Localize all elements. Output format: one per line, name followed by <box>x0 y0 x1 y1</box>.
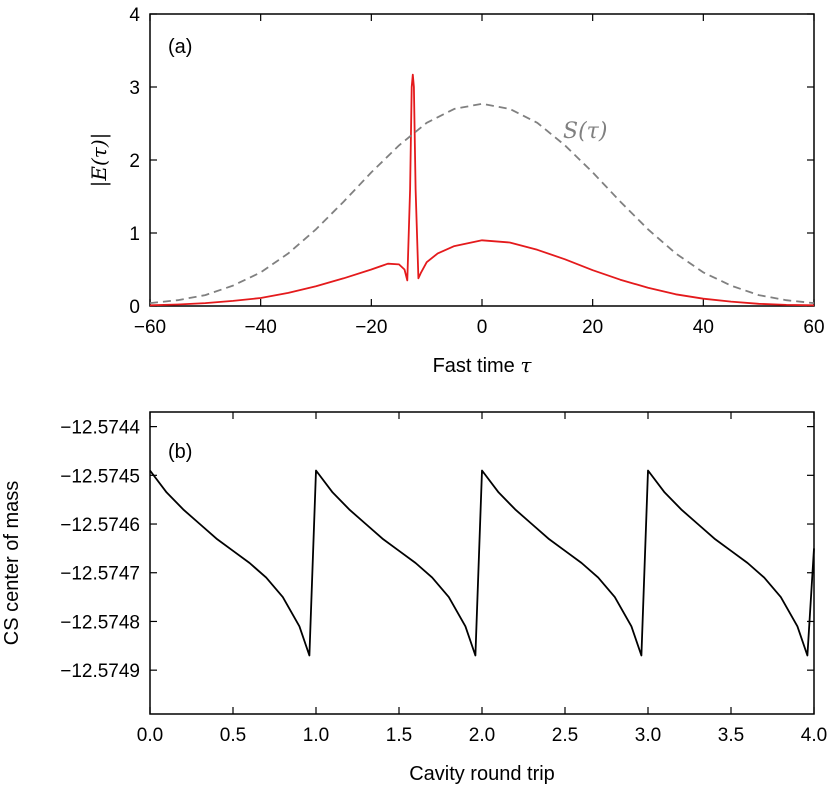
x-tick-label: 2.0 <box>469 725 495 746</box>
panel-a-frame <box>149 13 815 307</box>
y-tick-label: −12.5745 <box>60 466 140 487</box>
y-tick-label: 0 <box>129 297 140 318</box>
panel-a-xlabel: Fast time τ <box>433 353 533 377</box>
x-tick-label: 3.5 <box>718 725 744 746</box>
x-tick-label: 0 <box>477 317 488 338</box>
x-tick-label: −40 <box>245 317 277 338</box>
x-tick-label: 0.5 <box>220 725 246 746</box>
y-tick-label: −12.5749 <box>60 661 140 682</box>
panel-b-label: (b) <box>168 441 192 463</box>
series-line-1 <box>149 102 815 304</box>
x-tick-label: 20 <box>582 317 603 338</box>
x-tick-label: −20 <box>355 317 387 338</box>
panel-a: −60 −40 −20 0 20 40 60 0 1 2 3 4 (a) S(τ) Fast time… <box>87 5 825 377</box>
y-tick-label: −12.5744 <box>60 418 140 439</box>
y-tick-label: −12.5748 <box>60 612 140 633</box>
panel-b-ticks: 0.0 0.5 1.0 1.5 2.0 2.5 3.0 3.5 4.0 −12.5744 −12.5… <box>60 412 827 746</box>
s-tau-annotation: S(τ) <box>563 119 607 144</box>
x-tick-label: 40 <box>693 317 714 338</box>
x-tick-label: 60 <box>803 317 824 338</box>
panel-a-xlabel-symbol: τ <box>520 353 532 377</box>
x-tick-label: −60 <box>134 317 166 338</box>
y-tick-label: 3 <box>129 78 140 99</box>
series-line-0 <box>149 469 815 657</box>
y-tick-label: 1 <box>129 224 140 245</box>
panel-b: 0.0 0.5 1.0 1.5 2.0 2.5 3.0 3.5 4.0 −12.5744 −12.5… <box>1 411 827 785</box>
x-tick-label: 3.0 <box>635 725 661 746</box>
y-tick-label: −12.5746 <box>60 515 140 536</box>
y-tick-label: 2 <box>129 151 140 172</box>
panel-a-ylabel: |E(τ)| <box>87 133 112 188</box>
y-tick-label: −12.5747 <box>60 564 140 585</box>
x-tick-label: 1.5 <box>386 725 412 746</box>
panel-b-series <box>149 469 815 657</box>
x-tick-label: 1.0 <box>303 725 329 746</box>
series-line-0 <box>149 73 815 307</box>
panel-a-ticks: −60 −40 −20 0 20 40 60 0 1 2 3 4 <box>129 5 824 338</box>
panel-b-ylabel: CS center of mass <box>1 481 23 646</box>
x-tick-label: 0.0 <box>137 725 163 746</box>
y-tick-label: 4 <box>129 5 140 26</box>
x-tick-label: 4.0 <box>801 725 827 746</box>
x-tick-label: 2.5 <box>552 725 578 746</box>
panel-a-label: (a) <box>168 36 192 58</box>
panel-a-series <box>149 73 815 307</box>
panel-a-xlabel-text: Fast time <box>433 355 521 377</box>
panel-b-xlabel: Cavity round trip <box>409 763 555 785</box>
